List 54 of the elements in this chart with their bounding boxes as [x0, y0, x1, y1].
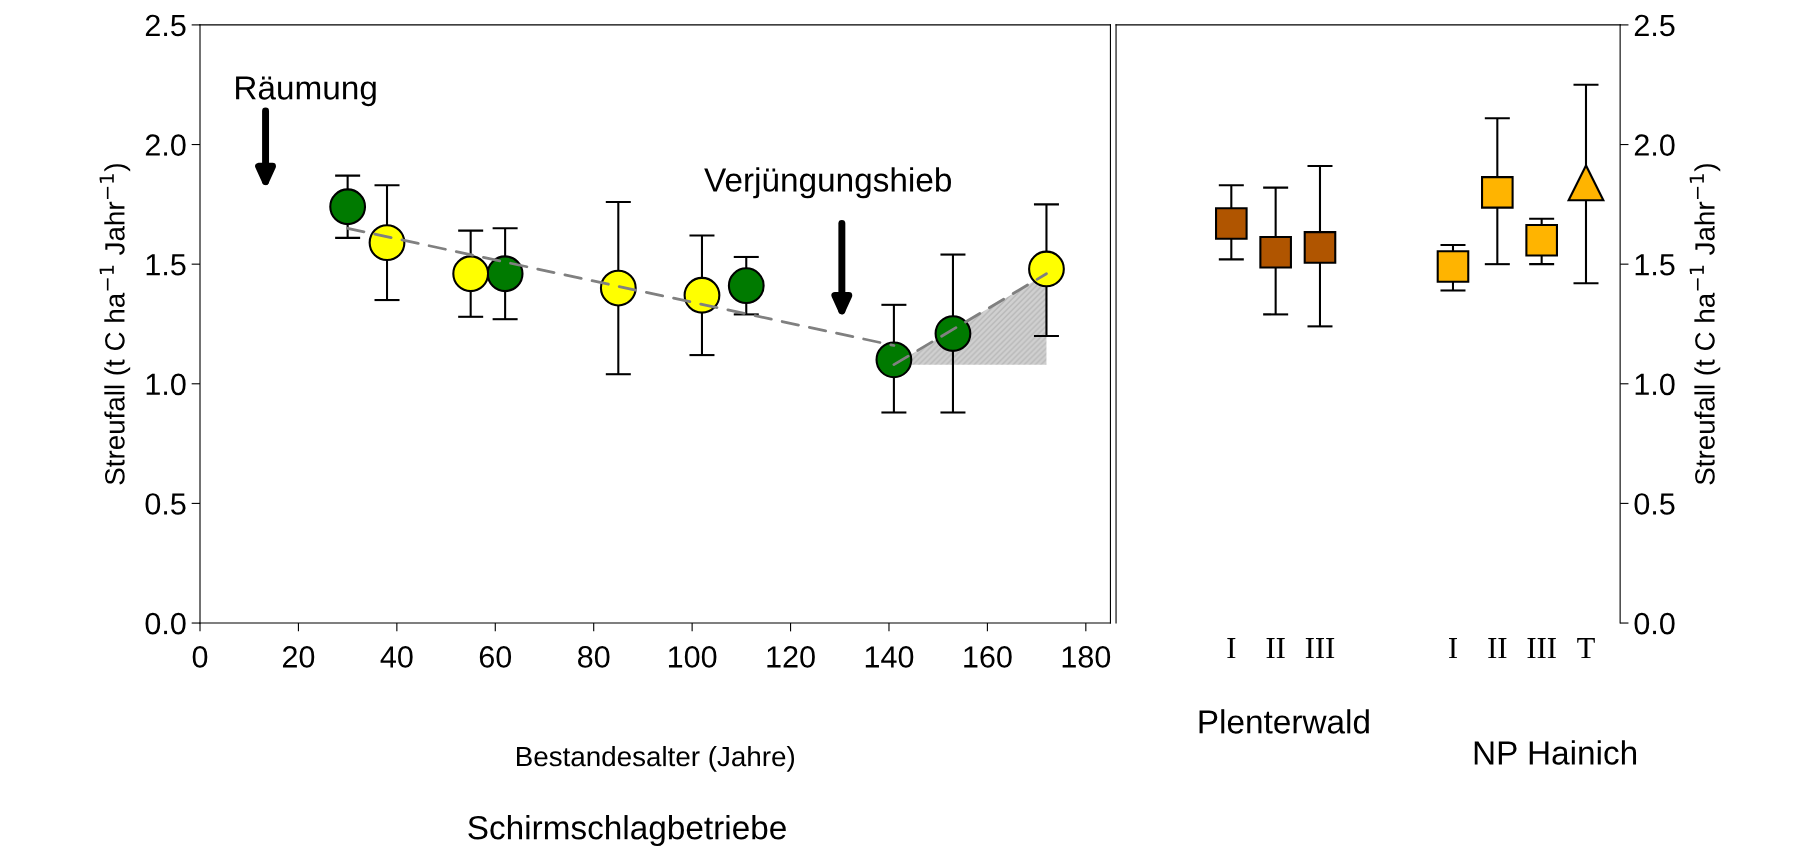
- text: Schirmschlagbetriebe: [468, 815, 786, 847]
- y-tick-label: 2.5: [1634, 14, 1675, 37]
- y-tick-label: 0.0: [145, 612, 186, 635]
- y-axis-title: Streufall (t C ha$^{−1}$ Jahr$^{−1}$): [1689, 164, 1721, 485]
- x-tick-label: 80: [578, 646, 610, 668]
- x-tick-label: 40: [380, 646, 413, 668]
- point: [875, 341, 913, 379]
- point: [1259, 235, 1292, 269]
- y-tick-label: 2.0: [145, 134, 186, 156]
- point: [1303, 231, 1337, 264]
- point: [727, 267, 765, 305]
- y-tick-label: 0.5: [1634, 493, 1675, 515]
- point: [1567, 164, 1605, 202]
- point: [1215, 207, 1248, 240]
- x-tick-label: 160: [964, 646, 1012, 668]
- y-tick-label: 1.0: [1635, 373, 1675, 396]
- x-tick-label: 20: [282, 646, 315, 668]
- y-tick-label: 1.0: [146, 373, 186, 396]
- point: [599, 269, 637, 307]
- point: [486, 255, 524, 293]
- y-tick-label: 0.5: [145, 493, 186, 515]
- x-tick-label: 0: [192, 646, 208, 668]
- annotation: Räumung: [236, 76, 376, 107]
- x-tick-label: 100: [668, 646, 717, 668]
- text: NP Hainich: [1474, 740, 1637, 765]
- y-tick-label: 2.5: [145, 14, 186, 37]
- y-tick-label: 0.0: [1634, 612, 1675, 635]
- x-tick-label: I: [1449, 638, 1457, 659]
- x-tick-label: II: [1266, 638, 1285, 659]
- x-tick-label: I: [1227, 638, 1236, 659]
- point: [1436, 250, 1470, 283]
- x-tick-label: III: [1305, 638, 1335, 659]
- y-tick-label: 1.5: [1635, 254, 1675, 276]
- point: [1525, 223, 1558, 257]
- x-tick-label: T: [1577, 638, 1595, 659]
- x-axis-title: Bestandesalter (Jahre): [517, 745, 795, 772]
- text: Plenterwald: [1199, 709, 1369, 734]
- x-tick-label: 180: [1062, 646, 1111, 668]
- point: [683, 276, 721, 314]
- point: [934, 315, 972, 352]
- x-tick-label: 120: [767, 646, 815, 668]
- x-tick-label: II: [1488, 638, 1507, 659]
- x-tick-label: III: [1527, 638, 1556, 659]
- point: [1028, 250, 1065, 288]
- point: [329, 188, 367, 226]
- point: [452, 255, 490, 293]
- y-tick-label: 1.5: [146, 254, 186, 276]
- y-tick-label: 2.0: [1634, 134, 1675, 156]
- x-tick-label: 60: [479, 646, 512, 668]
- y-axis-title: Streufall (t C ha$^{−1}$ Jahr$^{−1}$): [99, 164, 131, 485]
- point: [368, 224, 406, 262]
- x-tick-label: 140: [865, 646, 914, 668]
- annotation: Verjüngungshieb: [704, 167, 951, 199]
- point: [1481, 176, 1514, 209]
